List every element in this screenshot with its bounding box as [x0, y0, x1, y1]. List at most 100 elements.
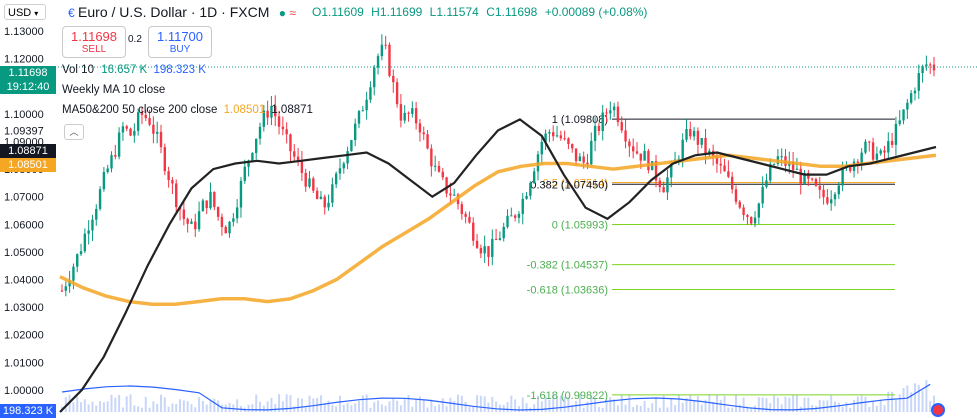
candle-body: [548, 132, 551, 134]
volume-bar: [190, 404, 193, 412]
ma-legend[interactable]: MA50&200 50 close 200 close 1.08501 1.08…: [62, 104, 313, 116]
volume-bar: [156, 403, 159, 412]
candle-body: [670, 163, 673, 178]
volume-bar: [552, 394, 555, 412]
volume-bar: [308, 395, 311, 412]
candle-body: [887, 141, 890, 153]
volume-bar: [704, 399, 707, 412]
volume-bar: [693, 400, 696, 412]
candle-body: [133, 130, 136, 136]
candle-body: [232, 218, 235, 222]
candle-body: [552, 132, 555, 137]
volume-bar: [72, 402, 75, 412]
candle-body: [262, 110, 266, 127]
candle-body: [932, 64, 936, 71]
fib-level-label: -0.618 (1.03636): [527, 285, 608, 297]
volume-bar: [293, 406, 296, 412]
candle-body: [631, 146, 635, 152]
candle-body: [323, 196, 326, 208]
candle-body: [407, 112, 410, 114]
candle-body: [586, 162, 589, 165]
candlestick-series: [60, 34, 936, 297]
volume-bar: [274, 404, 277, 412]
collapse-legend-button[interactable]: ︿: [64, 124, 84, 140]
candle-body: [182, 209, 186, 219]
volume-bar: [514, 399, 517, 412]
volume-bar: [144, 396, 147, 412]
volume-bar: [453, 401, 456, 412]
candle-body: [403, 112, 406, 121]
volume-bar: [457, 394, 460, 412]
volume-legend[interactable]: Vol 10 16.657 K 198.323 K: [62, 64, 206, 76]
candle-body: [354, 123, 357, 141]
candle-body: [814, 178, 818, 186]
fib-level-label: 0.382 (1.07450): [530, 179, 608, 191]
fib-level-label: -1.618 (0.99822): [527, 390, 608, 402]
volume-bar: [468, 407, 471, 412]
chevron-down-icon: ▾: [34, 9, 39, 18]
candle-body: [247, 160, 250, 167]
buy-button[interactable]: 1.11700 BUY: [148, 26, 212, 58]
volume-bar: [803, 397, 806, 412]
candle-body: [281, 126, 285, 130]
candle-body: [194, 221, 197, 230]
sell-button[interactable]: 1.11698 SELL: [62, 26, 126, 58]
volume-bar: [354, 403, 357, 412]
candle-body: [319, 196, 323, 200]
volume-bar: [445, 406, 448, 412]
volume-bar: [125, 396, 128, 412]
candle-body: [159, 131, 163, 148]
volume-bar: [818, 399, 821, 412]
candle-body: [871, 142, 875, 160]
candle-body: [83, 233, 87, 252]
volume-bar: [365, 394, 368, 412]
candle-body: [464, 213, 467, 217]
volume-bar: [933, 395, 935, 412]
candle-body: [258, 126, 262, 139]
candle-body: [274, 105, 277, 117]
candle-body: [293, 151, 296, 157]
candle-body: [597, 125, 601, 131]
candle-body: [487, 246, 490, 257]
candle-body: [76, 254, 79, 267]
candle-body: [91, 219, 94, 231]
candle-body: [506, 215, 509, 227]
volume-bar: [137, 406, 140, 412]
candle-body: [894, 123, 898, 145]
candle-body: [574, 148, 578, 162]
candle-body: [277, 116, 281, 127]
candle-body: [700, 138, 703, 145]
candle-body: [338, 168, 342, 174]
symbol-title[interactable]: € Euro / U.S. Dollar · 1D · FXCM ● ≈: [68, 4, 296, 20]
candle-body: [571, 144, 574, 149]
volume-bar: [795, 394, 798, 412]
volume-bar: [434, 406, 437, 412]
candle-body: [201, 200, 205, 212]
fib-level-label: -0.382 (1.04537): [527, 260, 608, 272]
volume-bar: [723, 396, 726, 412]
volume-bar: [338, 395, 341, 412]
weekly-ma-legend[interactable]: Weekly MA 10 close: [62, 84, 166, 96]
candle-body: [559, 135, 563, 139]
volume-bar: [563, 396, 566, 412]
volume-bar: [761, 397, 764, 412]
candle-body: [841, 167, 844, 186]
candle-body: [723, 165, 726, 172]
volume-bar: [750, 407, 753, 412]
candle-body: [110, 155, 113, 169]
candle-body: [810, 178, 814, 180]
fib-level-label: 1 (1.09808): [552, 114, 608, 126]
candle-body: [620, 122, 623, 131]
candle-body: [692, 130, 696, 137]
candle-body: [365, 99, 368, 111]
candle-body: [643, 150, 646, 161]
volume-bar: [635, 404, 638, 412]
volume-bar: [323, 403, 326, 412]
currency-select[interactable]: USD ▾: [4, 4, 46, 20]
volume-bar: [643, 400, 646, 412]
volume-bar: [259, 401, 262, 412]
candle-body: [734, 189, 738, 202]
candle-body: [906, 102, 909, 110]
volume-bar: [396, 400, 399, 412]
